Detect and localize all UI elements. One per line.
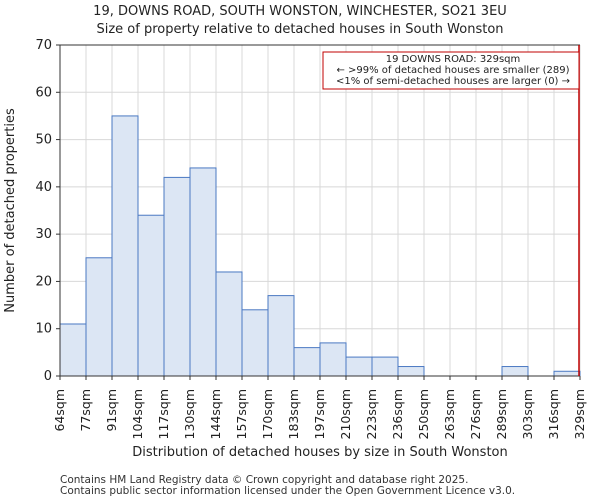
histogram-bar — [163, 176, 191, 377]
annotation-line: <1% of semi-detached houses are larger (… — [336, 76, 570, 87]
histogram-bar — [501, 366, 529, 377]
y-tick-label: 50 — [35, 133, 52, 148]
y-tick-label: 20 — [35, 274, 52, 289]
footer-line-2: Contains public sector information licen… — [60, 485, 516, 497]
y-tick-label: 10 — [35, 322, 52, 337]
chart-title: 19, DOWNS ROAD, SOUTH WONSTON, WINCHESTE… — [93, 4, 507, 19]
y-tick-label: 60 — [35, 85, 52, 100]
x-tick-label: 183sqm — [286, 389, 301, 439]
x-tick-label: 289sqm — [494, 389, 509, 439]
histogram-bar — [371, 356, 399, 377]
histogram-bar — [241, 309, 269, 377]
histogram-bar — [267, 295, 295, 377]
footer-line-1: Contains HM Land Registry data © Crown c… — [60, 474, 469, 486]
annotation-box — [322, 51, 580, 90]
x-tick-label: 64sqm — [52, 389, 67, 432]
x-tick-label: 170sqm — [260, 389, 275, 439]
histogram-bar — [215, 271, 243, 377]
annotation-line: ← >99% of detached houses are smaller (2… — [336, 65, 569, 76]
histogram-bar — [293, 347, 321, 377]
x-tick-label: 329sqm — [572, 389, 587, 439]
x-tick-label: 157sqm — [234, 389, 249, 439]
histogram-bar — [85, 257, 113, 377]
histogram-bar — [111, 115, 139, 377]
histogram-bar — [319, 342, 347, 377]
y-axis-label: Number of detached properties — [3, 108, 18, 313]
x-tick-label: 263sqm — [442, 389, 457, 439]
x-tick-label: 303sqm — [520, 389, 535, 439]
x-tick-label: 223sqm — [364, 389, 379, 439]
histogram-bar — [59, 323, 87, 377]
y-tick-label: 0 — [44, 369, 52, 384]
x-tick-label: 104sqm — [130, 389, 145, 439]
x-tick-label: 130sqm — [182, 389, 197, 439]
histogram-bar — [137, 214, 165, 377]
x-tick-label: 250sqm — [416, 389, 431, 439]
y-tick-label: 40 — [35, 180, 52, 195]
y-tick-label: 30 — [35, 227, 52, 242]
histogram-bar — [189, 167, 217, 377]
x-tick-label: 276sqm — [468, 389, 483, 439]
annotation-line: 19 DOWNS ROAD: 329sqm — [386, 54, 521, 65]
x-tick-label: 91sqm — [104, 389, 119, 432]
x-tick-label: 236sqm — [390, 389, 405, 439]
x-tick-label: 197sqm — [312, 389, 327, 439]
histogram-bar — [397, 366, 425, 377]
y-tick-label: 70 — [35, 38, 52, 53]
histogram-bar — [553, 370, 581, 377]
x-tick-label: 210sqm — [338, 389, 353, 439]
histogram-bar — [345, 356, 373, 377]
x-axis-label: Distribution of detached houses by size … — [132, 445, 508, 460]
x-tick-label: 144sqm — [208, 389, 223, 439]
x-tick-label: 77sqm — [78, 389, 93, 432]
x-tick-label: 117sqm — [156, 389, 171, 439]
x-tick-label: 316sqm — [546, 389, 561, 439]
chart-subtitle: Size of property relative to detached ho… — [96, 22, 504, 37]
